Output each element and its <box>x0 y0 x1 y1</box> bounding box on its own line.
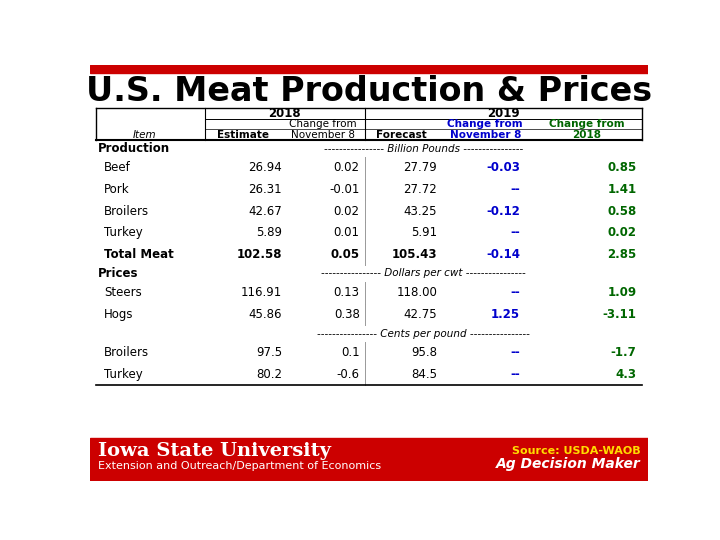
Text: 0.85: 0.85 <box>607 161 636 174</box>
Text: -1.7: -1.7 <box>611 346 636 359</box>
Text: 2018: 2018 <box>572 130 601 140</box>
Text: Iowa State University: Iowa State University <box>98 442 330 460</box>
Text: 43.25: 43.25 <box>404 205 437 218</box>
Text: 2019: 2019 <box>487 107 520 120</box>
Text: 0.02: 0.02 <box>333 161 360 174</box>
Text: ---------------- Cents per pound ----------------: ---------------- Cents per pound -------… <box>317 328 530 339</box>
Text: Turkey: Turkey <box>104 226 143 239</box>
Text: Turkey: Turkey <box>104 368 143 381</box>
Text: 5.91: 5.91 <box>411 226 437 239</box>
Text: Change from: Change from <box>289 119 357 129</box>
Text: --: -- <box>510 226 520 239</box>
Text: --: -- <box>510 286 520 299</box>
Text: 0.01: 0.01 <box>333 226 360 239</box>
Text: Steers: Steers <box>104 286 142 299</box>
Text: 0.02: 0.02 <box>333 205 360 218</box>
Text: Ag Decision Maker: Ag Decision Maker <box>495 457 640 471</box>
Text: 102.58: 102.58 <box>237 248 282 261</box>
Text: 27.79: 27.79 <box>403 161 437 174</box>
Text: Estimate: Estimate <box>217 130 269 140</box>
Text: Item: Item <box>132 130 156 140</box>
Text: 2.85: 2.85 <box>607 248 636 261</box>
Bar <box>90 438 648 481</box>
Text: 0.38: 0.38 <box>334 308 360 321</box>
Text: --: -- <box>510 368 520 381</box>
Text: U.S. Meat Production & Prices: U.S. Meat Production & Prices <box>86 75 652 108</box>
Text: 45.86: 45.86 <box>248 308 282 321</box>
Text: 1.25: 1.25 <box>491 308 520 321</box>
Text: 95.8: 95.8 <box>411 346 437 359</box>
Text: 26.94: 26.94 <box>248 161 282 174</box>
Text: Production: Production <box>98 142 170 155</box>
Text: --: -- <box>510 346 520 359</box>
Text: 80.2: 80.2 <box>256 368 282 381</box>
Text: 116.91: 116.91 <box>241 286 282 299</box>
Text: 0.13: 0.13 <box>333 286 360 299</box>
Text: Broilers: Broilers <box>104 205 149 218</box>
Text: Total Meat: Total Meat <box>104 248 174 261</box>
Text: Prices: Prices <box>98 267 138 280</box>
Text: Change from: Change from <box>447 119 523 129</box>
Text: 105.43: 105.43 <box>392 248 437 261</box>
Text: 4.3: 4.3 <box>616 368 636 381</box>
Text: -0.01: -0.01 <box>329 183 360 196</box>
Text: 26.31: 26.31 <box>248 183 282 196</box>
Text: -0.12: -0.12 <box>486 205 520 218</box>
Text: 2018: 2018 <box>269 107 301 120</box>
Text: 1.09: 1.09 <box>607 286 636 299</box>
Text: 5.89: 5.89 <box>256 226 282 239</box>
Text: 1.41: 1.41 <box>607 183 636 196</box>
Text: 27.72: 27.72 <box>403 183 437 196</box>
Text: Extension and Outreach/Department of Economics: Extension and Outreach/Department of Eco… <box>98 461 381 471</box>
Text: ---------------- Billion Pounds ----------------: ---------------- Billion Pounds --------… <box>323 144 523 154</box>
Text: 42.67: 42.67 <box>248 205 282 218</box>
Text: 0.58: 0.58 <box>607 205 636 218</box>
Text: 42.75: 42.75 <box>404 308 437 321</box>
Text: 118.00: 118.00 <box>396 286 437 299</box>
Text: -0.03: -0.03 <box>486 161 520 174</box>
Text: 0.1: 0.1 <box>341 346 360 359</box>
Text: -0.6: -0.6 <box>337 368 360 381</box>
Text: Source: USDA-WAOB: Source: USDA-WAOB <box>512 446 640 456</box>
Text: 97.5: 97.5 <box>256 346 282 359</box>
Text: -0.14: -0.14 <box>486 248 520 261</box>
Text: Beef: Beef <box>104 161 131 174</box>
Bar <box>90 65 648 72</box>
Text: 0.02: 0.02 <box>608 226 636 239</box>
Text: November 8: November 8 <box>449 130 521 140</box>
Text: 0.05: 0.05 <box>330 248 360 261</box>
Text: Forecast: Forecast <box>376 130 427 140</box>
Text: 84.5: 84.5 <box>411 368 437 381</box>
Text: Broilers: Broilers <box>104 346 149 359</box>
Text: ---------------- Dollars per cwt ----------------: ---------------- Dollars per cwt -------… <box>321 268 526 279</box>
Text: Pork: Pork <box>104 183 130 196</box>
Text: Hogs: Hogs <box>104 308 133 321</box>
Text: -3.11: -3.11 <box>603 308 636 321</box>
Text: November 8: November 8 <box>292 130 355 140</box>
Text: --: -- <box>510 183 520 196</box>
Text: Change from: Change from <box>549 119 624 129</box>
